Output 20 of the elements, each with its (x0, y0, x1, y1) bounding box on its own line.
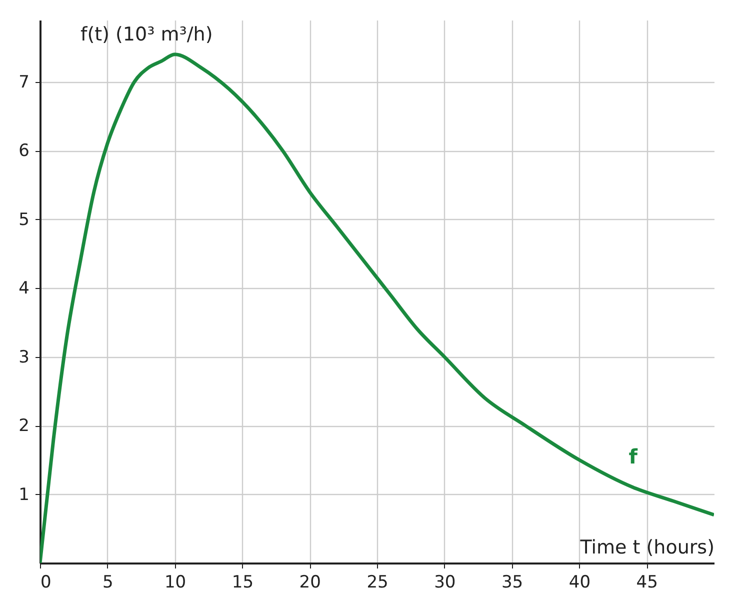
y-tick-label: 3 (18, 347, 30, 368)
x-tick-label: 20 (299, 572, 321, 592)
x-tick-label: 0 (40, 572, 52, 592)
y-tick-label: 1 (18, 484, 30, 505)
y-tick-label: 7 (18, 72, 30, 92)
x-tick-label: 40 (568, 572, 591, 592)
series-label: f (628, 444, 638, 468)
x-tick-label: 45 (636, 572, 658, 592)
y-tick-label: 2 (18, 416, 30, 436)
y-tick-label: 4 (18, 278, 30, 299)
x-tick-label: 10 (164, 572, 186, 592)
x-axis-title: Time t (hours) (579, 536, 714, 558)
x-tick-label: 15 (232, 572, 254, 592)
y-tick-label: 6 (18, 141, 30, 162)
x-tick-label: 5 (102, 572, 114, 592)
x-tick-label: 25 (366, 572, 388, 592)
x-tick-label: 35 (501, 572, 524, 592)
x-tick-label: 30 (434, 572, 456, 592)
y-axis-title: f(t) (10³ m³/h) (80, 24, 213, 46)
y-tick-label: 5 (18, 210, 30, 230)
